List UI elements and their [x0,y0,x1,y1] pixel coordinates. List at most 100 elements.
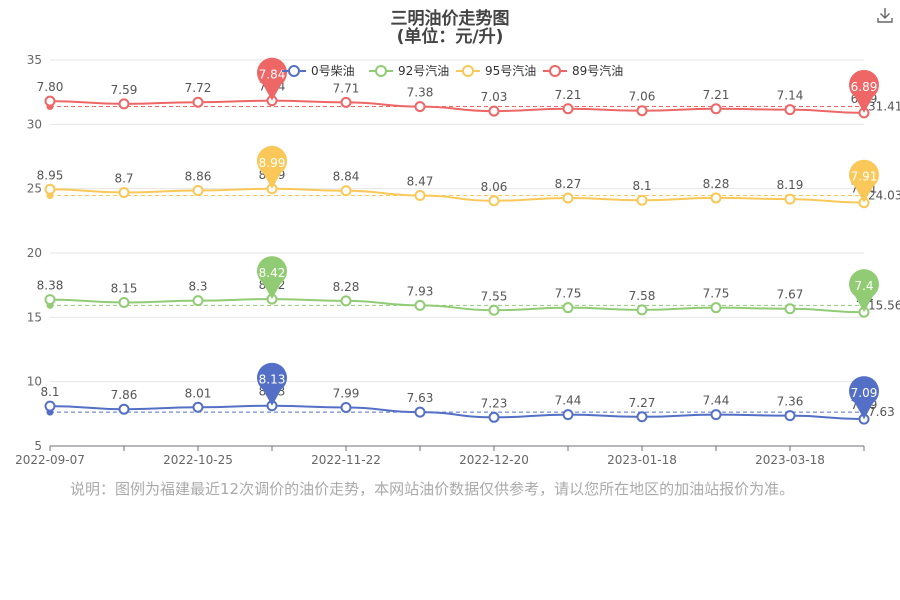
data-point [562,409,574,421]
data-point [192,295,204,307]
max-pin-label: 8.42 [259,266,286,280]
data-label: 7.86 [111,388,138,402]
data-label: 8.7 [114,172,133,186]
data-label: 7.21 [703,88,730,102]
data-label: 7.80 [37,80,64,94]
legend-marker [375,65,387,77]
data-point [44,400,56,412]
chart-title: 三明油价走势图 [390,9,510,29]
data-label: 7.23 [481,396,508,410]
data-point [562,302,574,314]
min-pin-label: 6.89 [851,80,878,94]
data-label: 7.21 [555,88,582,102]
x-tick-label: 2023-03-18 [755,453,825,467]
min-pin [849,376,880,420]
max-pin [257,256,288,300]
data-point [340,185,352,197]
legend-item[interactable]: 95号汽油 [456,63,536,78]
data-point [44,183,56,195]
data-label: 8.38 [37,279,64,293]
y-tick-label: 25 [27,182,42,196]
data-point [118,297,130,309]
data-label: 7.44 [703,394,730,408]
max-pin [257,57,288,101]
max-pin-label: 8.99 [259,156,286,170]
data-label: 7.58 [629,289,656,303]
data-point [636,194,648,206]
data-label: 8.3 [188,280,207,294]
mean-label: 15.56 [868,298,900,312]
data-point [636,411,648,423]
data-point [414,101,426,113]
data-point [636,304,648,316]
legend-marker [462,65,474,77]
max-pin [257,145,288,189]
x-tick-label: 2022-10-25 [163,453,233,467]
legend-label: 92号汽油 [398,63,449,78]
data-point [192,401,204,413]
series-line [49,298,865,314]
data-point [488,105,500,117]
data-point [710,302,722,314]
data-point [488,195,500,207]
data-point [192,184,204,196]
mean-label: 24.03 [868,189,900,203]
legend-marker [549,65,561,77]
data-point [340,96,352,108]
legend-item[interactable]: 89号汽油 [543,63,623,78]
data-label: 8.15 [111,282,138,296]
data-label: 7.38 [407,86,434,100]
min-pin [849,69,880,113]
y-tick-label: 5 [34,439,42,453]
data-label: 7.99 [333,387,360,401]
min-pin [849,159,879,203]
chart-subtitle: (单位：元/升) [396,27,504,47]
legend-item[interactable]: 92号汽油 [369,63,449,78]
data-point [414,406,426,418]
min-pin-label: 7.09 [851,386,878,400]
data-point [44,95,56,107]
data-point [710,409,722,421]
data-label: 8.1 [632,179,651,193]
data-point [488,304,500,316]
data-label: 7.75 [703,287,730,301]
data-label: 7.75 [555,287,582,301]
y-tick-label: 30 [27,117,42,131]
data-label: 8.95 [37,168,64,182]
x-tick-label: 2022-12-20 [459,453,529,467]
x-tick-label: 2023-01-18 [607,453,677,467]
data-point [488,411,500,423]
mean-label: 7.63 [868,405,895,419]
data-label: 7.36 [777,395,804,409]
y-tick-label: 20 [27,246,42,260]
data-point [414,299,426,311]
data-point [192,96,204,108]
data-label: 8.01 [185,386,212,400]
series-line [49,404,865,421]
legend-item[interactable]: 0号柴油 [282,64,355,78]
data-label: 8.84 [333,170,360,184]
data-label: 7.72 [185,81,212,95]
min-pin-label: 7.91 [851,170,878,184]
data-label: 8.86 [185,169,212,183]
data-point [710,103,722,115]
data-point [784,303,796,315]
x-tick-label: 2022-11-22 [311,453,381,467]
data-label: 8.19 [777,178,804,192]
download-icon[interactable] [876,6,894,24]
data-point [44,294,56,306]
series-line [49,187,865,204]
data-label: 7.71 [333,81,360,95]
legend-label: 89号汽油 [572,63,623,78]
data-point [636,105,648,117]
data-point [784,410,796,422]
y-tick-label: 15 [27,310,42,324]
max-pin [257,362,288,406]
data-point [414,189,426,201]
data-label: 7.03 [481,90,508,104]
data-point [118,403,130,415]
x-tick-label: 2022-09-07 [15,453,85,467]
data-point [340,402,352,414]
y-tick-label: 35 [27,53,42,67]
data-label: 8.1 [40,385,59,399]
